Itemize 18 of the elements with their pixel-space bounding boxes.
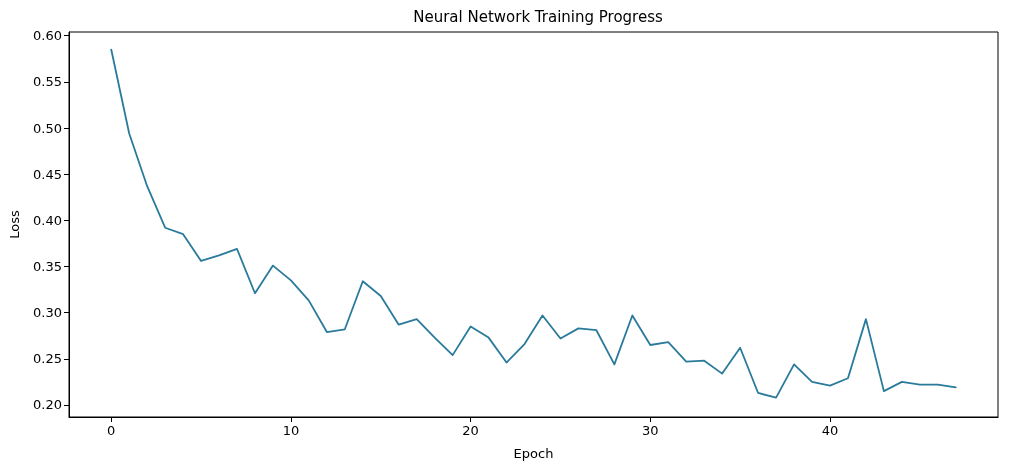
y-tick-label: 0.40 — [33, 212, 62, 228]
x-tick-label: 30 — [642, 423, 659, 438]
y-tick-label: 0.45 — [33, 166, 62, 182]
y-tick-label: 0.50 — [33, 120, 62, 136]
y-tick-label: 0.25 — [33, 351, 62, 367]
line-series — [110, 48, 957, 399]
x-tick-label: 0 — [107, 423, 116, 438]
y-axis-title: Loss — [7, 210, 22, 239]
y-tick-label: 0.60 — [33, 28, 62, 44]
y-tick-label: 0.35 — [33, 259, 62, 275]
x-tick-label: 10 — [282, 423, 300, 438]
x-axis-title: Epoch — [513, 446, 554, 461]
y-tick-label: 0.20 — [33, 397, 62, 413]
y-tick-label: 0.55 — [33, 74, 62, 90]
y-tick-label: 0.30 — [33, 305, 62, 321]
x-tick-label: 20 — [462, 423, 479, 438]
x-tick-label: 40 — [821, 423, 839, 438]
chart-title: Neural Network Training Progress — [413, 7, 663, 26]
